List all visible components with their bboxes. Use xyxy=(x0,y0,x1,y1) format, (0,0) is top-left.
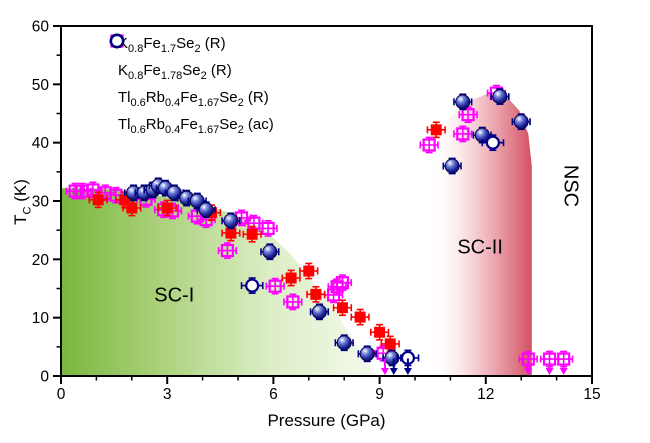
legend-item-K08Fe178Se2-R: K0.8Fe1.78Se2 (R) xyxy=(106,35,274,85)
y-tick-label: 20 xyxy=(32,252,50,269)
data-point xyxy=(557,352,571,366)
open-circle-icon xyxy=(109,33,125,49)
data-point xyxy=(336,335,352,351)
legend-label: Tl0.6Rb0.4Fe1.67Se2 (R) xyxy=(118,88,269,109)
data-point xyxy=(335,276,350,290)
legend-label: K0.8Fe1.7Se2 (R) xyxy=(118,34,226,55)
y-tick-label: 0 xyxy=(40,369,49,386)
x-tick-label: 3 xyxy=(163,386,172,403)
down-arrow-icon xyxy=(389,368,398,375)
down-arrow-icon xyxy=(524,368,533,375)
down-arrow-icon xyxy=(559,368,568,375)
data-point xyxy=(220,243,234,258)
down-arrow-icon xyxy=(403,368,412,375)
x-axis-title: Pressure (GPa) xyxy=(267,411,386,430)
x-tick-label: 9 xyxy=(375,386,384,403)
data-point xyxy=(261,221,275,236)
data-point xyxy=(247,216,261,230)
y-tick-label: 40 xyxy=(32,135,50,152)
data-point xyxy=(456,127,470,141)
region-sc1 xyxy=(61,188,377,376)
y-tick-label: 60 xyxy=(32,19,50,36)
data-point xyxy=(262,244,278,260)
x-tick-label: 12 xyxy=(477,386,494,403)
data-point xyxy=(119,194,131,206)
y-tick-label: 30 xyxy=(32,194,50,211)
legend-item-Tl06Rb04Fe167Se2-ac: Tl0.6Rb0.4Fe1.67Se2 (ac) xyxy=(106,33,274,139)
data-point xyxy=(492,89,508,105)
data-point xyxy=(245,278,260,293)
data-point xyxy=(485,135,500,150)
data-point xyxy=(444,158,460,174)
series-K08Fe178Se2-R xyxy=(88,121,446,353)
series-Tl06Rb04Fe167Se2-ac xyxy=(240,134,505,367)
data-point xyxy=(374,326,386,338)
data-point xyxy=(430,124,442,136)
y-tick-label: 50 xyxy=(32,77,50,94)
data-point xyxy=(225,227,237,239)
data-point xyxy=(92,194,104,206)
x-tick-label: 15 xyxy=(583,386,600,403)
data-point xyxy=(246,228,258,240)
data-point xyxy=(521,352,535,366)
arrows xyxy=(380,358,568,375)
data-point xyxy=(336,302,348,314)
data-point xyxy=(311,304,327,320)
data-point xyxy=(223,213,239,229)
region-label-sc1: SC-I xyxy=(154,284,195,307)
legend-label: Tl0.6Rb0.4Fe1.67Se2 (ac) xyxy=(118,115,274,136)
data-point xyxy=(198,202,214,218)
axis-ticks: 0 3 6 9 12 15 0 10 20 30 40 50 60 xyxy=(32,19,601,404)
x-tick-label: 0 xyxy=(57,386,66,403)
legend-label: K0.8Fe1.78Se2 (R) xyxy=(118,61,232,82)
data-point xyxy=(310,288,322,300)
legend-item-K08Fe17Se2-R: K0.8Fe1.7Se2 (R) xyxy=(106,31,274,58)
y-tick-label: 10 xyxy=(32,310,50,327)
data-point xyxy=(268,279,282,293)
x-tick-label: 6 xyxy=(269,386,278,403)
data-point xyxy=(354,311,366,323)
data-point xyxy=(422,138,436,152)
region-label-nsc: NSC xyxy=(559,164,582,207)
data-point xyxy=(461,108,475,122)
data-point xyxy=(126,202,138,214)
data-point xyxy=(161,202,173,214)
y-axis-title: TC (K) xyxy=(11,179,34,225)
data-point xyxy=(303,265,315,277)
legend-item-Tl06Rb04Fe167Se2-R: Tl0.6Rb0.4Fe1.67Se2 (R) xyxy=(106,33,274,112)
down-arrow-icon xyxy=(380,368,389,375)
legend: K0.8Fe1.7Se2 (R) K0.8Fe1.78Se2 (R) Tl0.6Rb… xyxy=(106,31,274,139)
data-point xyxy=(513,114,529,130)
down-arrow-icon xyxy=(545,368,554,375)
data-point xyxy=(286,295,300,309)
data-point xyxy=(384,338,396,350)
data-point xyxy=(285,272,297,284)
region-label-sc2: SC-II xyxy=(457,236,503,259)
data-point xyxy=(455,94,471,110)
data-point xyxy=(359,346,375,362)
